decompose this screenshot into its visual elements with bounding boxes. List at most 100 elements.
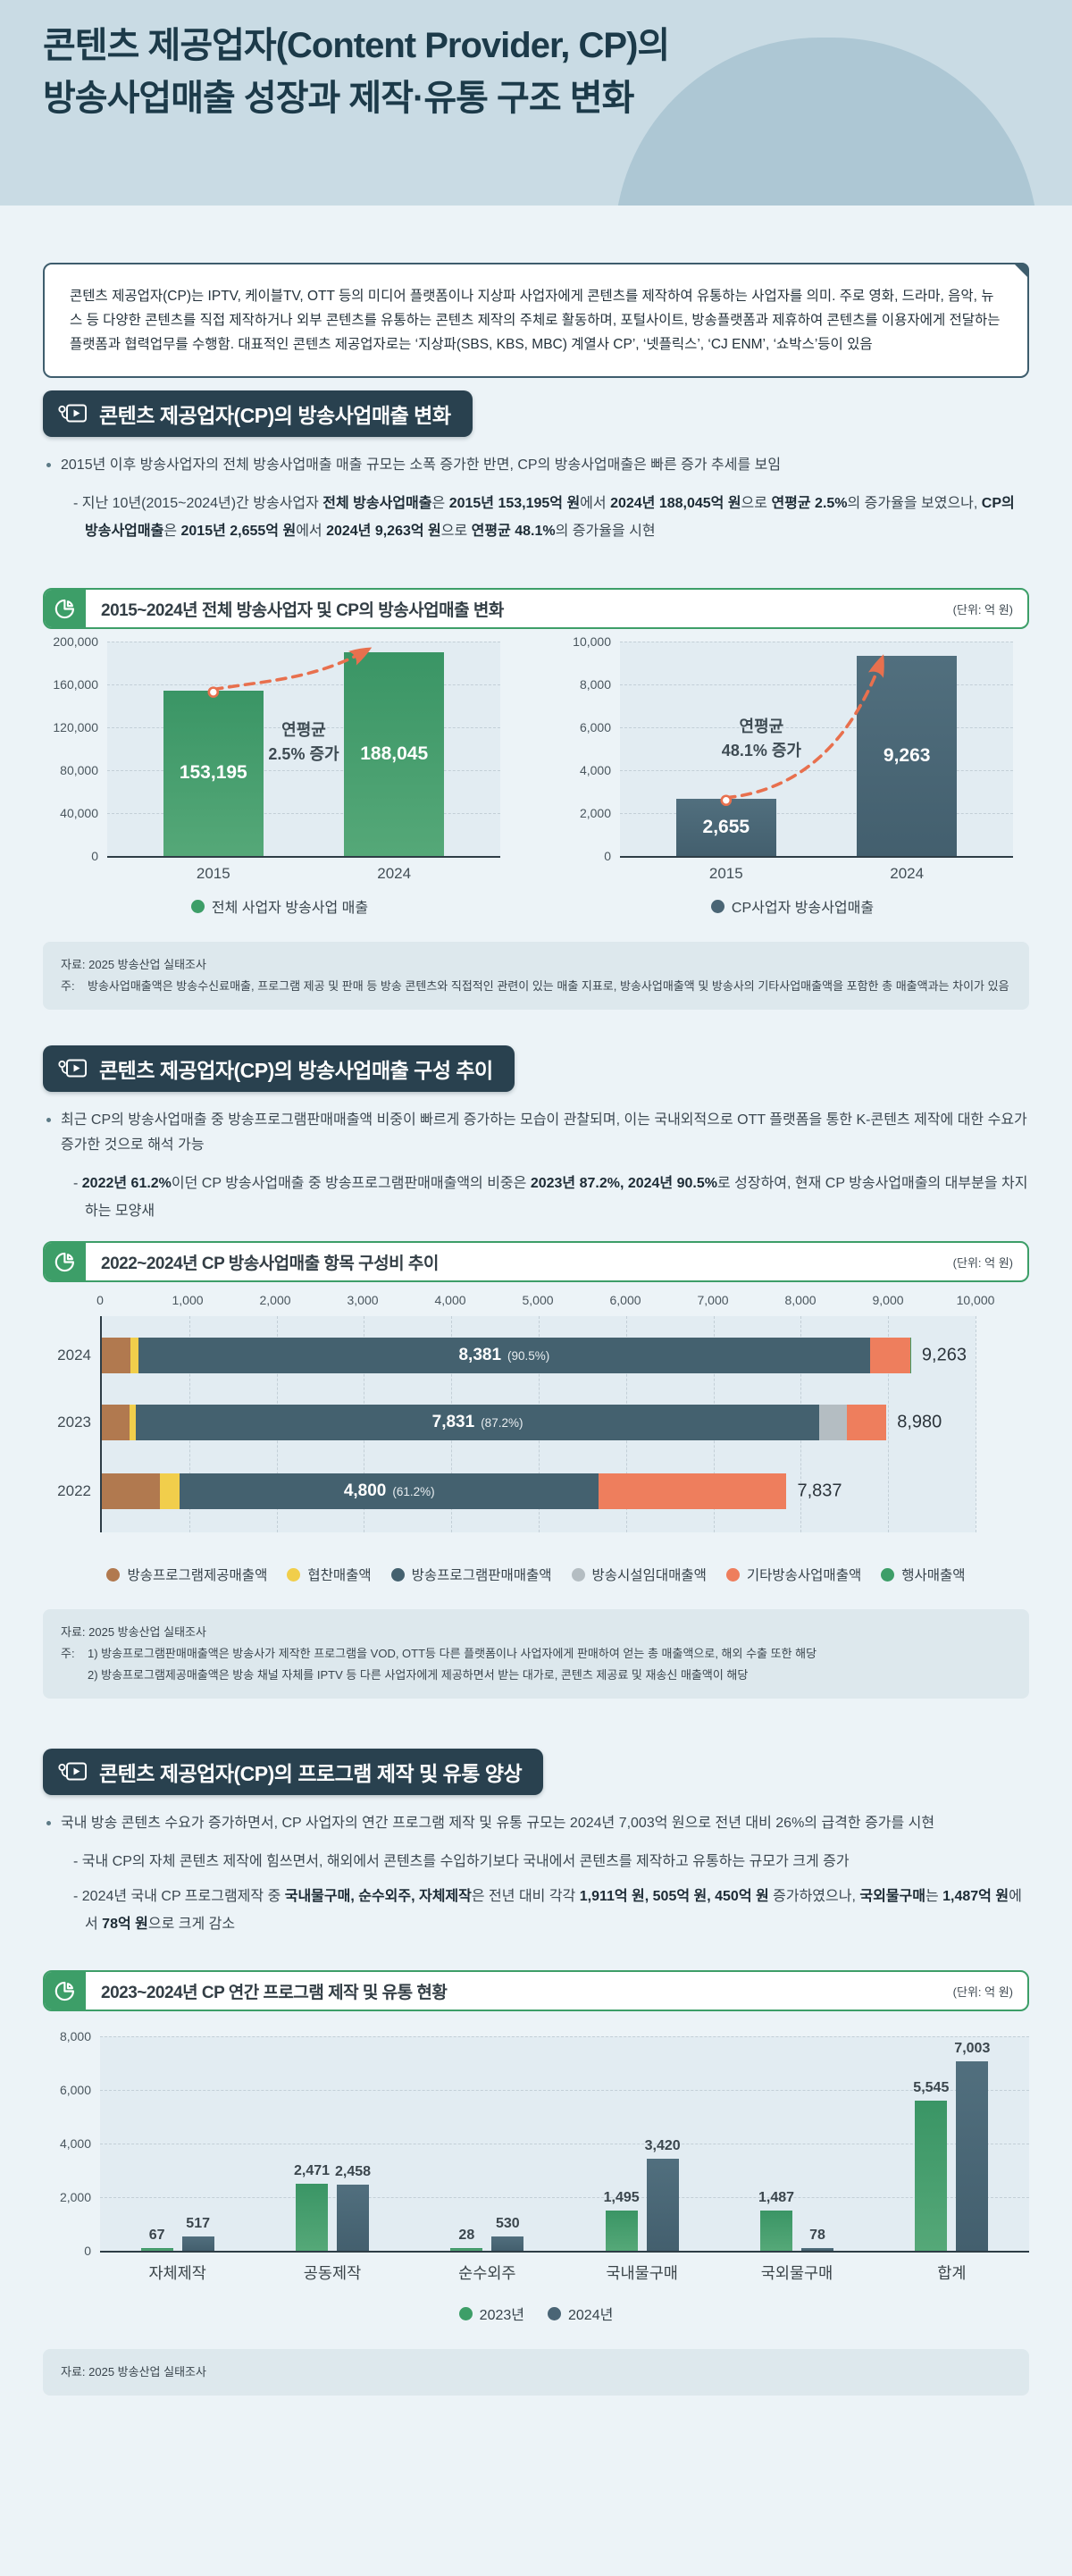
chart2-footnote: 자료: 2025 방송산업 실태조사 주: 1) 방송프로그램판매매출액은 방송사…: [43, 1609, 1029, 1699]
chart2-header: 2022~2024년 CP 방송사업매출 항목 구성비 추이 (단위: 억 원): [43, 1241, 1029, 1282]
chart-legend: CP사업자 방송사업매출: [556, 895, 1029, 917]
x-axis-category-label: 순수외주: [458, 2264, 516, 2282]
segment-value-label: 4,800 (61.2%): [180, 1473, 599, 1509]
y-axis-tick-label: 10,000: [573, 634, 611, 649]
y-axis-year-label: 2022: [57, 1482, 91, 1499]
bar-value-label: 188,045: [360, 743, 429, 765]
legend-dot: [458, 2306, 473, 2320]
x-axis-tick-label: 10,000: [956, 1293, 995, 1307]
y-axis-tick-label: 40,000: [60, 806, 98, 820]
page-header: 콘텐츠 제공업자(Content Provider, CP)의 방송사업매출 성…: [0, 0, 1072, 206]
chart3-footnote: 자료: 2025 방송산업 실태조사: [43, 2349, 1029, 2396]
gridline: [100, 2197, 1029, 2198]
bar-2015: 153,195: [163, 690, 264, 856]
y-axis-tick-label: 0: [84, 2244, 91, 2258]
chart1-panel-0: 0 40,000 80,000 120,000 160,000 200,000 153,19…: [43, 634, 516, 917]
gridline: [620, 770, 1013, 771]
gridline: [107, 813, 500, 814]
bar-순수외주-2023년: 28: [450, 2228, 483, 2251]
legend-dot: [106, 1567, 121, 1582]
x-axis-category-label: 자체제작: [148, 2264, 206, 2282]
plot-area: 8,381 (90.5%) 9,263 2024 7,831 (87.2%) 8,980 20…: [57, 1316, 976, 1532]
chart3-header: 2023~2024년 CP 연간 프로그램 제작 및 유통 현황 (단위: 억 …: [43, 1970, 1029, 2011]
page-body: 콘텐츠 제공업자(CP)는 IPTV, 케이블TV, OTT 등의 미디어 플랫…: [0, 263, 1072, 2431]
bar-value-label: 67: [148, 2228, 165, 2243]
gridline: [620, 813, 1013, 814]
legend-dot: [881, 1567, 895, 1582]
annual-growth-annotation: 연평균 48.1% 증가: [721, 717, 801, 759]
chart1-panel-1: 0 2,000 4,000 6,000 8,000 10,000 2,655 2015 9,26…: [556, 634, 1029, 917]
bar-국외물구매-2023년: 1,487: [758, 2190, 794, 2251]
y-axis-tick-label: 2,000: [579, 806, 611, 820]
bar-순수외주-2024년: 530: [491, 2216, 524, 2251]
x-axis-category-label: 2015: [196, 865, 230, 882]
x-axis-category-label: 2024: [377, 865, 412, 882]
bar-공동제작-2023년: 2,471: [294, 2163, 330, 2251]
legend-item: 협찬매출액: [287, 1565, 372, 1584]
stacked-bar-2022: 4,800 (61.2%): [102, 1473, 787, 1509]
bar-total-label: 9,263: [921, 1345, 967, 1365]
y-axis-tick-label: 0: [604, 849, 611, 863]
video-monitor-icon: [57, 1760, 89, 1783]
chart2-source: 자료: 2025 방송산업 실태조사: [61, 1625, 206, 1639]
segment-percent: (87.2%): [481, 1415, 523, 1430]
bar-합계-2024년: 7,003: [954, 2041, 990, 2251]
bar-value-label: 28: [458, 2228, 475, 2243]
x-axis-category-label: 국외물구매: [760, 2264, 833, 2282]
x-axis-tick-label: 8,000: [784, 1293, 817, 1307]
x-axis-tick-label: 9,000: [872, 1293, 904, 1307]
chart-program-production-distribution: 0 2,000 4,000 6,000 8,000 67 517 자체제작 2,471 2,458…: [43, 2029, 1029, 2324]
section3-subbullet-1: - 국내 CP의 자체 콘텐츠 제작에 힘쓰면서, 해외에서 콘텐츠를 수입하기…: [73, 1854, 850, 1869]
chart1-title: 2015~2024년 전체 방송사업자 및 CP의 방송사업매출 변화: [101, 600, 504, 620]
x-axis-category-label: 2015: [708, 865, 743, 882]
legend-label: CP사업자 방송사업매출: [731, 901, 875, 916]
bar-value-label: 517: [186, 2216, 211, 2232]
bar-value-label: 5,545: [913, 2080, 950, 2096]
chart1-footnote: 자료: 2025 방송산업 실태조사 주: 방송사업매출액은 방송수신료매출, 프…: [43, 942, 1029, 1010]
gridline: [107, 727, 500, 728]
page-title-line2: 방송사업매출 성장과 제작·유통 구조 변화: [43, 79, 634, 118]
bar-value-label: 1,487: [758, 2190, 795, 2206]
y-axis-tick-label: 4,000: [59, 2136, 91, 2151]
chart1-notes: 주: 방송사업매출액은 방송수신료매출, 프로그램 제공 및 판매 등 방송 콘텐…: [61, 977, 1011, 996]
legend-item: CP사업자 방송사업매출: [710, 895, 875, 917]
growth-arrow: [720, 654, 884, 807]
chart-legend: 2023년 2024년: [43, 2303, 1029, 2324]
bar-국내물구매-2024년: 3,420: [645, 2138, 681, 2251]
x-axis-tick-label: 7,000: [697, 1293, 729, 1307]
segment-value: 7,831: [431, 1413, 475, 1431]
stacked-bar-2024: 8,381 (90.5%): [102, 1338, 911, 1373]
bar-value-label: 530: [495, 2215, 520, 2231]
y-axis-tick-label: 4,000: [579, 763, 611, 777]
plot-area: 0 2,000 4,000 6,000 8,000 67 517 자체제작 2,471 2,458…: [60, 2029, 1029, 2282]
bar-value-label: 7,003: [954, 2041, 991, 2057]
chart2-title: 2022~2024년 CP 방송사업매출 항목 구성비 추이: [101, 1254, 439, 1273]
chart-cp-revenue-composition: 0 1,000 2,000 3,000 4,000 5,000 6,000 7,000 8,00…: [43, 1293, 1029, 1584]
segment-협찬매출액: [159, 1473, 180, 1509]
bar-자체제작-2023년: 67: [140, 2228, 173, 2251]
x-axis-tick-label: 2,000: [259, 1293, 291, 1307]
legend-dot: [190, 899, 205, 913]
section-header-3: 콘텐츠 제공업자(CP)의 프로그램 제작 및 유통 양상: [43, 1749, 544, 1795]
intro-text: 콘텐츠 제공업자(CP)는 IPTV, 케이블TV, OTT 등의 미디어 플랫…: [70, 289, 1001, 352]
bar-value-label: 78: [809, 2228, 825, 2243]
legend-label: 방송프로그램제공매출액: [127, 1568, 268, 1583]
footnote-note-text: 2) 방송프로그램제공매출액은 방송 채널 자체를 IPTV 등 다른 사업자에…: [88, 1668, 749, 1682]
bar-2024: 9,263: [857, 655, 958, 856]
legend-item: 방송프로그램판매매출액: [390, 1565, 552, 1584]
chart-legend: 전체 사업자 방송사업 매출: [43, 895, 516, 917]
video-monitor-icon: [57, 402, 89, 425]
section-title-1: 콘텐츠 제공업자(CP)의 방송사업매출 변화: [99, 404, 451, 427]
footnote-note-text: 1) 방송프로그램판매매출액은 방송사가 제작한 프로그램을 VOD, OTT등…: [88, 1647, 817, 1660]
bar-합계-2023년: 5,545: [913, 2080, 949, 2251]
page-title-line1: 콘텐츠 제공업자(Content Provider, CP)의: [43, 26, 670, 65]
gridline: [107, 684, 500, 685]
section-header-1: 콘텐츠 제공업자(CP)의 방송사업매출 변화: [43, 390, 473, 437]
section-title-2: 콘텐츠 제공업자(CP)의 방송사업매출 구성 추이: [99, 1059, 493, 1082]
x-axis-tick-label: 0: [96, 1293, 104, 1307]
chart-legend: 방송프로그램제공매출액 협찬매출액 방송프로그램판매매출액 방송시설임대매출액 기타방송…: [43, 1565, 1029, 1584]
plot-area: 0 40,000 80,000 120,000 160,000 200,000 153,19…: [53, 634, 500, 882]
y-axis-tick-label: 6,000: [59, 2083, 91, 2097]
segment-방송프로그램판매매출액: 7,831 (87.2%): [135, 1405, 820, 1440]
pie-chart-icon: [45, 1972, 86, 2010]
